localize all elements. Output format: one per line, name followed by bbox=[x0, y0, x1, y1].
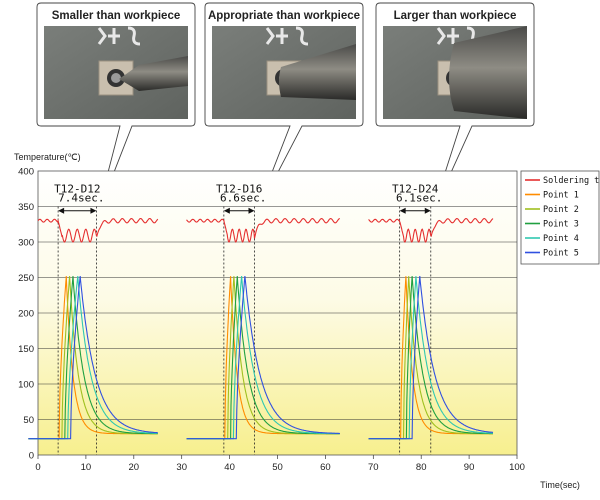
series-point-5 bbox=[28, 276, 158, 440]
group-label: T12-D16 bbox=[216, 182, 262, 195]
legend-entry: Point 2 bbox=[543, 205, 579, 215]
x-tick-label: 40 bbox=[224, 462, 235, 473]
photo-board-marking bbox=[97, 26, 141, 46]
x-tick-label: 50 bbox=[272, 462, 283, 473]
arrow-head bbox=[58, 207, 65, 214]
y-tick-label: 250 bbox=[18, 273, 34, 284]
callout-small: Smaller than workpiece bbox=[36, 2, 196, 218]
series-layer bbox=[28, 218, 494, 440]
arrow-head bbox=[248, 207, 255, 214]
y-tick-label: 200 bbox=[18, 309, 34, 320]
callout-title: Larger than workpiece bbox=[394, 10, 517, 22]
y-axis-label: Temperature(℃) bbox=[14, 152, 81, 162]
x-tick-label: 80 bbox=[416, 462, 427, 473]
y-tick-label: 50 bbox=[23, 415, 34, 426]
y-tick-label: 100 bbox=[18, 380, 34, 391]
callout-layer: Smaller than workpiece Appropriate than w… bbox=[36, 2, 535, 218]
series-soldering-tip bbox=[186, 218, 340, 243]
soldering-tip-illustration bbox=[449, 26, 527, 119]
group-label: T12-D12 bbox=[54, 182, 100, 195]
legend-entry: Point 1 bbox=[543, 191, 579, 201]
series-soldering-tip bbox=[368, 218, 494, 243]
callout-title: Smaller than workpiece bbox=[52, 10, 180, 22]
series-point-5 bbox=[186, 276, 340, 440]
y-tick-label: 0 bbox=[29, 451, 34, 462]
soldering-tip-illustration bbox=[119, 56, 188, 91]
callout-large: Larger than workpiece bbox=[375, 2, 535, 218]
legend: Soldering tip Point 1 Point 2 Point 3 Point … bbox=[520, 170, 600, 265]
callout-title: Appropriate than workpiece bbox=[208, 10, 360, 22]
duration-label: 7.4sec. bbox=[58, 192, 104, 205]
x-tick-label: 0 bbox=[35, 462, 40, 473]
y-axis: 0 50 100 150 200 250 300 350 400 bbox=[18, 167, 34, 462]
soldering-tip-illustration bbox=[279, 44, 356, 100]
callout-medium: Appropriate than workpiece bbox=[204, 2, 364, 218]
photo-board-marking bbox=[436, 26, 480, 46]
arrow-head bbox=[90, 207, 97, 214]
y-tick-label: 300 bbox=[18, 238, 34, 249]
legend-entry: Point 3 bbox=[543, 220, 579, 230]
x-tick-label: 60 bbox=[320, 462, 331, 473]
photo-board-marking bbox=[265, 26, 309, 46]
legend-entry: Point 5 bbox=[543, 249, 579, 259]
legend-entry: Soldering tip bbox=[543, 176, 600, 186]
y-tick-label: 400 bbox=[18, 167, 34, 178]
series-soldering-tip bbox=[37, 218, 159, 243]
group-label: T12-D24 bbox=[392, 182, 439, 195]
x-axis-label: Time(sec) bbox=[540, 480, 580, 490]
x-tick-label: 30 bbox=[176, 462, 187, 473]
y-tick-label: 150 bbox=[18, 344, 34, 355]
x-tick-label: 100 bbox=[509, 462, 525, 473]
arrow-head bbox=[424, 207, 431, 214]
y-tick-label: 350 bbox=[18, 202, 34, 213]
arrow-head bbox=[399, 207, 406, 214]
duration-label: 6.1sec. bbox=[396, 192, 442, 205]
x-tick-label: 20 bbox=[129, 462, 140, 473]
legend-box bbox=[520, 170, 600, 265]
series-point-5 bbox=[368, 276, 494, 440]
x-tick-label: 90 bbox=[464, 462, 475, 473]
legend-entry: Point 4 bbox=[543, 234, 579, 244]
arrow-head bbox=[223, 207, 230, 214]
x-tick-label: 10 bbox=[81, 462, 92, 473]
x-tick-label: 70 bbox=[368, 462, 379, 473]
x-axis: 0 10 20 30 40 50 60 70 80 90 100 bbox=[35, 455, 525, 473]
pad-pin bbox=[111, 73, 121, 83]
duration-label: 6.6sec. bbox=[220, 192, 266, 205]
